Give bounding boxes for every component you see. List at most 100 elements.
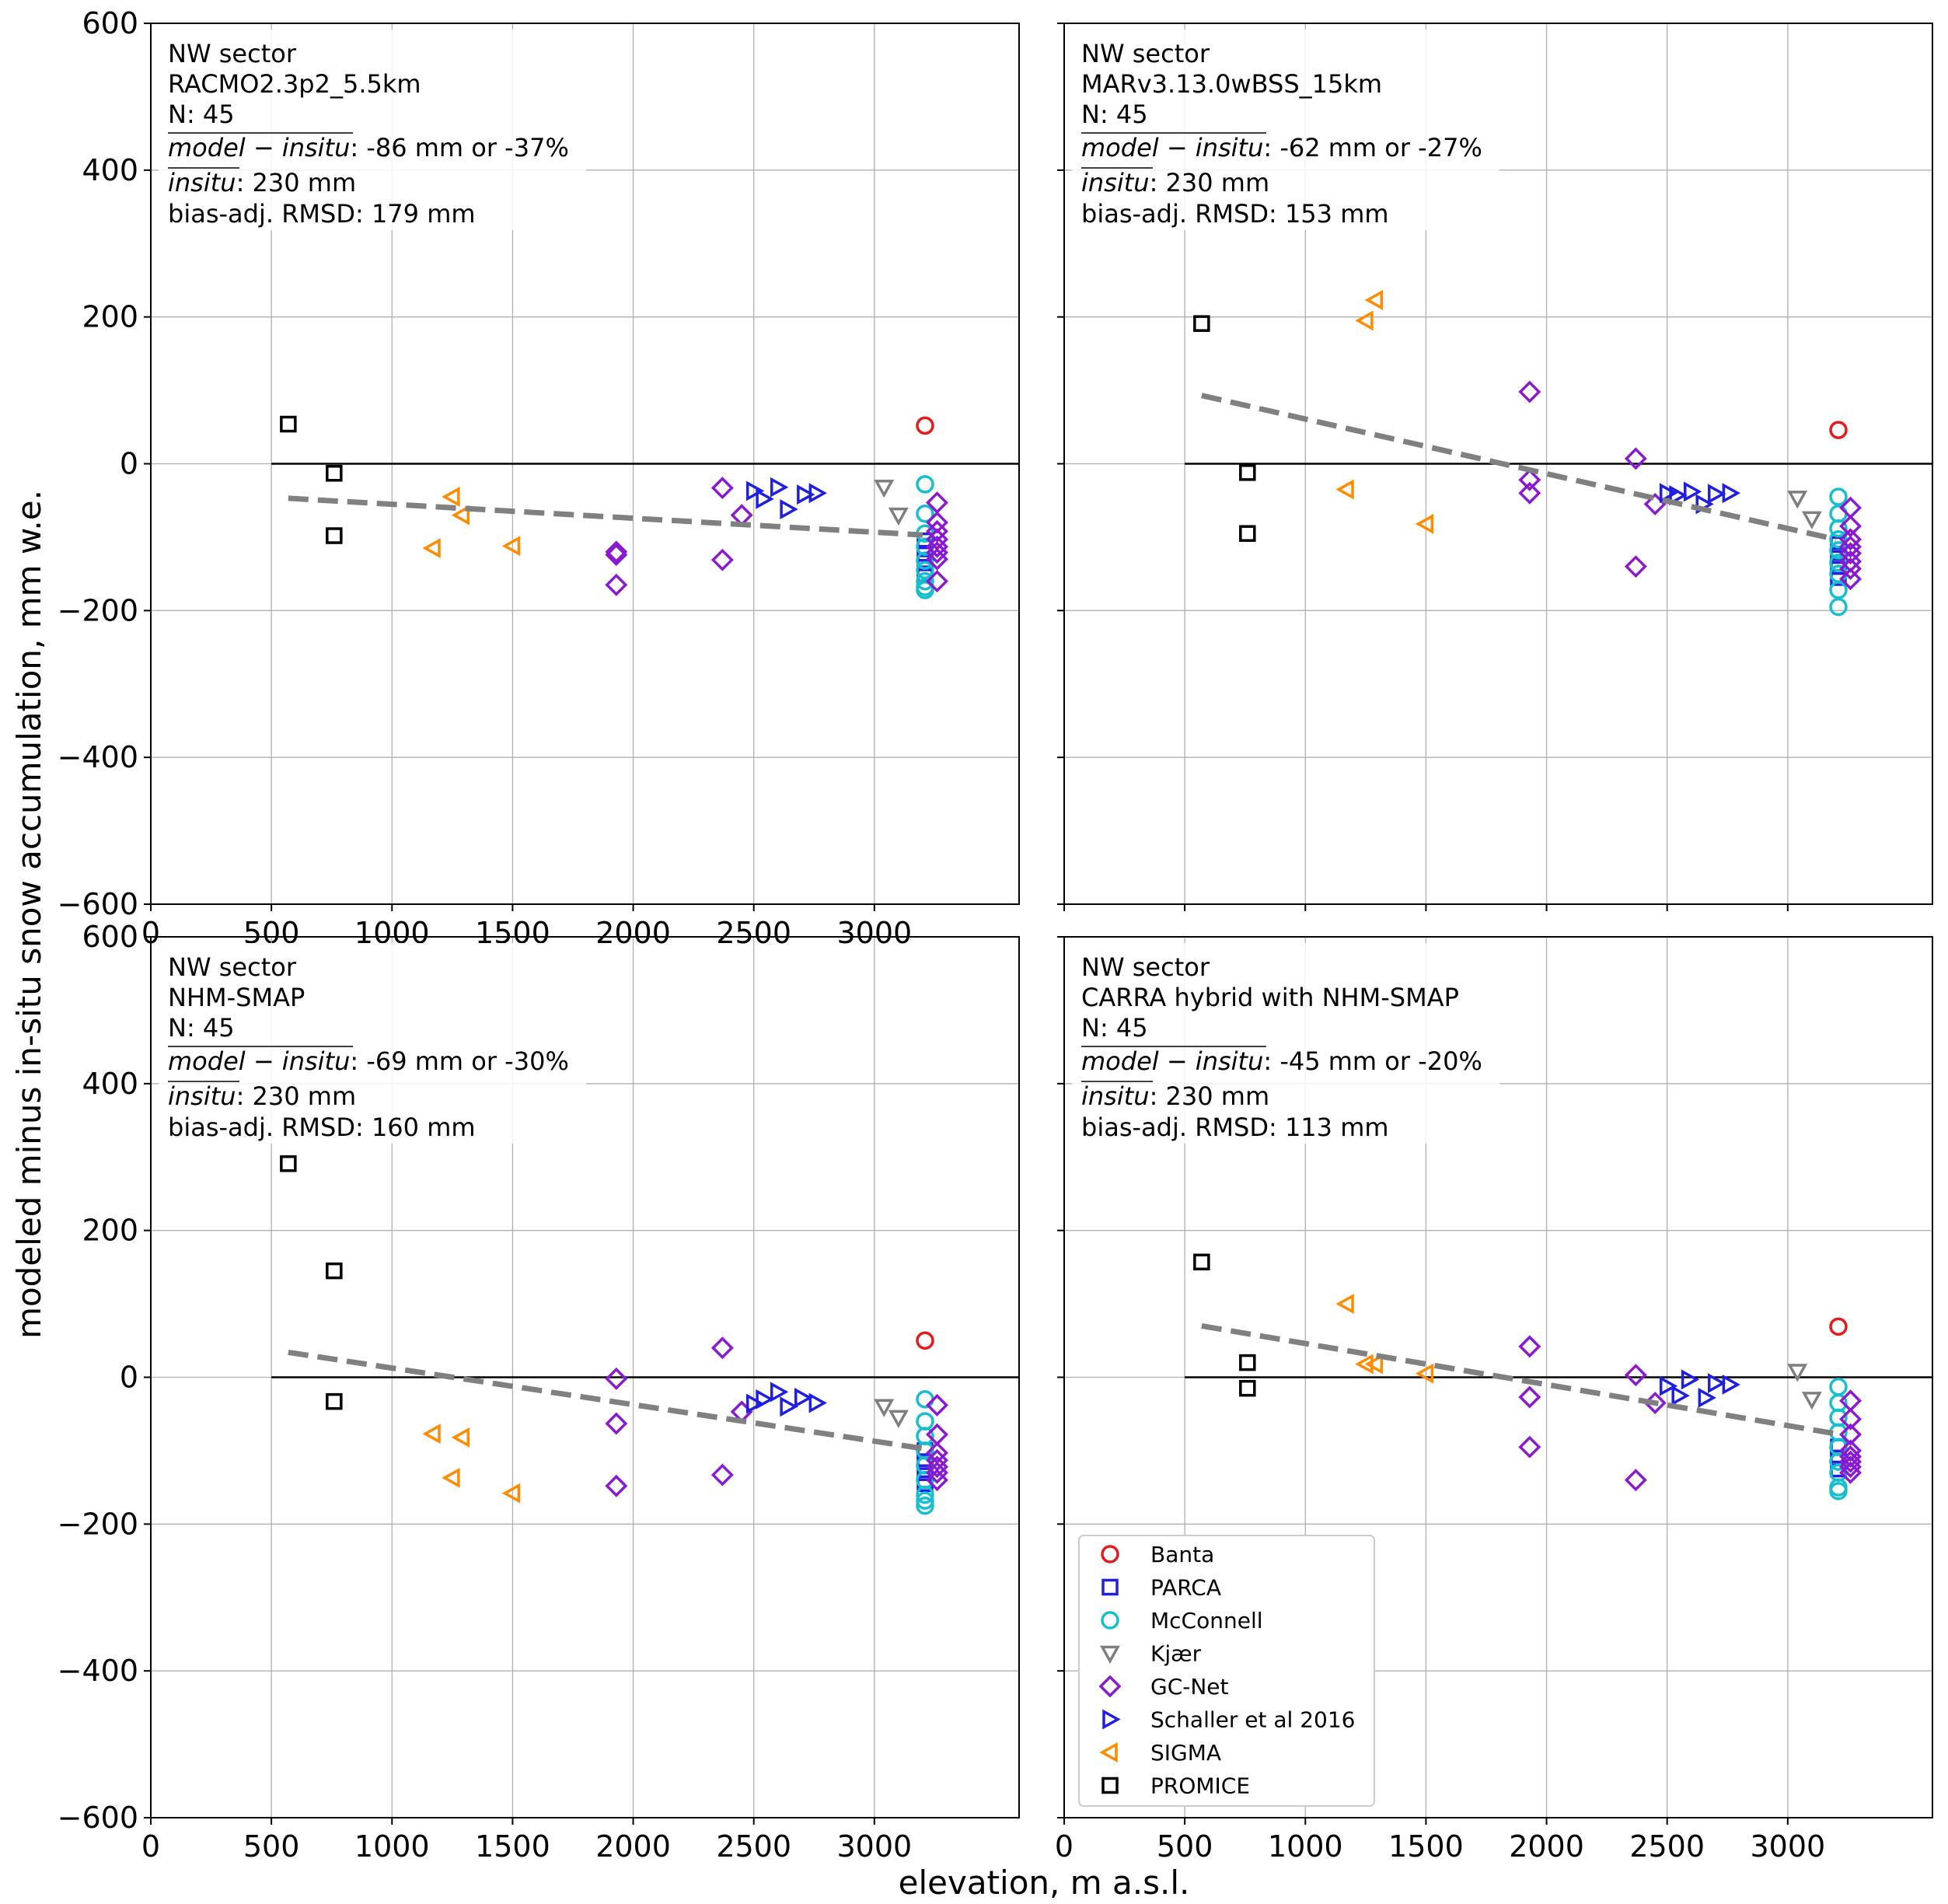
marker-sigma [451,1427,470,1448]
legend-marker-schaller-et-al-2016 [1102,1709,1121,1730]
marker-schaller-et-al-2016 [1671,1385,1690,1406]
marker-gc-net [1839,568,1862,591]
marker-mcconnell [1829,519,1848,538]
legend-item: PROMICE [1101,1773,1250,1799]
legend-marker-gc-net [1098,1675,1122,1698]
marker-sigma [1415,1363,1434,1384]
marker-gc-net [1624,1469,1647,1492]
marker-gc-net [1839,1407,1862,1431]
marker-schaller-et-al-2016 [1698,1387,1716,1408]
annotation-bias-label: model − insitu [168,133,350,162]
trend-line [1201,393,1837,543]
marker-schaller-et-al-2016 [1681,1369,1700,1390]
legend-item: Schaller et al 2016 [1102,1707,1355,1733]
marker-sigma [1355,1354,1374,1375]
x-tick-label: 0 [141,1829,160,1864]
marker-promice [326,1392,343,1410]
annotation-bias: model − insitu: -62 mm or -27% [1081,133,1482,162]
legend-marker-sigma [1099,1742,1118,1763]
annotation-insitu-value: : 230 mm [236,1081,357,1111]
legend-marker-parca [1101,1578,1119,1596]
marker-mcconnell [1829,1482,1848,1500]
legend-item: McConnell [1101,1608,1263,1633]
marker-gc-net [1624,1364,1647,1387]
x-tick-label: 500 [1157,1829,1213,1864]
annotation-background [1072,943,1499,1144]
annotation-model: CARRA hybrid with NHM-SMAP [1081,983,1459,1012]
marker-gc-net [710,548,734,571]
x-tick-label: 2000 [595,1829,671,1864]
legend-label: McConnell [1150,1608,1263,1633]
marker-mcconnell [1829,487,1848,506]
annotation-insitu-value: : 230 mm [1150,1081,1270,1111]
marker-promice [326,1262,343,1280]
marker-gc-net [1839,542,1862,565]
marker-gc-net [1518,481,1541,505]
y-tick-label: −400 [58,740,138,774]
marker-gc-net [1518,1335,1541,1358]
marker-sigma [422,1424,441,1445]
marker-schaller-et-al-2016 [797,484,815,505]
marker-mcconnell [916,1412,934,1431]
x-tick-label: 1500 [475,1829,550,1864]
marker-gc-net [926,1469,948,1492]
annotation-model: NHM-SMAP [168,983,305,1012]
marker-banta [916,1331,934,1350]
annotation-insitu-label: insitu [168,168,236,197]
marker-sigma [442,1467,460,1488]
marker-gc-net [1839,528,1862,551]
marker-gc-net [1518,1385,1541,1409]
x-tick-label: 2500 [716,1829,791,1864]
trend-line [288,1349,923,1452]
marker-sigma [501,1483,521,1504]
legend-label: GC-Net [1150,1674,1229,1700]
marker-mcconnell [916,551,934,570]
y-tick-label: 200 [82,1214,138,1248]
annotation-insitu: insitu: 230 mm [168,168,356,197]
marker-gc-net [1839,535,1862,558]
annotation-sector: NW sector [168,952,297,982]
y-tick-label: −400 [58,1654,138,1688]
marker-gc-net [926,1461,948,1484]
annotation-bias-label: model − insitu [168,1046,350,1076]
legend: Banta PARCA McConnell Kjær GC-Net Schaller et… [1078,1535,1375,1807]
annotation-sector: NW sector [168,39,297,68]
legend-label: PARCA [1150,1575,1221,1601]
marker-promice [326,465,343,482]
x-tick-label: 2500 [1629,1829,1705,1864]
marker-gc-net [926,1393,948,1417]
marker-kj-r [1801,511,1822,529]
annotation-n: N: 45 [1081,1013,1148,1043]
trend-line [1201,1322,1837,1437]
annotation-insitu-label: insitu [1081,1081,1150,1111]
annotation-bias: model − insitu: -45 mm or -20% [1081,1046,1482,1076]
marker-sigma [442,487,460,507]
marker-schaller-et-al-2016 [745,1393,765,1414]
x-tick-label: 500 [243,1829,300,1864]
marker-promice [1193,1253,1210,1271]
marker-mcconnell [916,504,934,523]
marker-kj-r [1787,491,1808,509]
marker-sigma [1335,479,1354,500]
marker-sigma [1364,289,1384,310]
annotation-insitu-value: : 230 mm [1150,168,1270,197]
marker-gc-net [1624,555,1647,578]
marker-gc-net [926,535,948,558]
marker-gc-net [1518,380,1541,404]
marker-kj-r [1801,1392,1822,1410]
marker-gc-net [710,1336,734,1360]
marker-gc-net [710,1463,734,1487]
annotation-rmsd: bias-adj. RMSD: 160 mm [168,1113,476,1142]
legend-box [1078,1535,1375,1807]
annotation-bias: model − insitu: -69 mm or -30% [168,1046,569,1076]
y-tick-label: 0 [120,447,138,481]
y-axis-title: modeled minus in-situ snow accumulation,… [10,490,48,1339]
marker-gc-net [605,1474,628,1497]
annotation-rmsd: bias-adj. RMSD: 113 mm [1081,1113,1389,1142]
annotation-bias-value: : -62 mm or -27% [1263,133,1482,162]
annotation-sector: NW sector [1081,952,1210,982]
marker-gc-net [926,519,948,543]
